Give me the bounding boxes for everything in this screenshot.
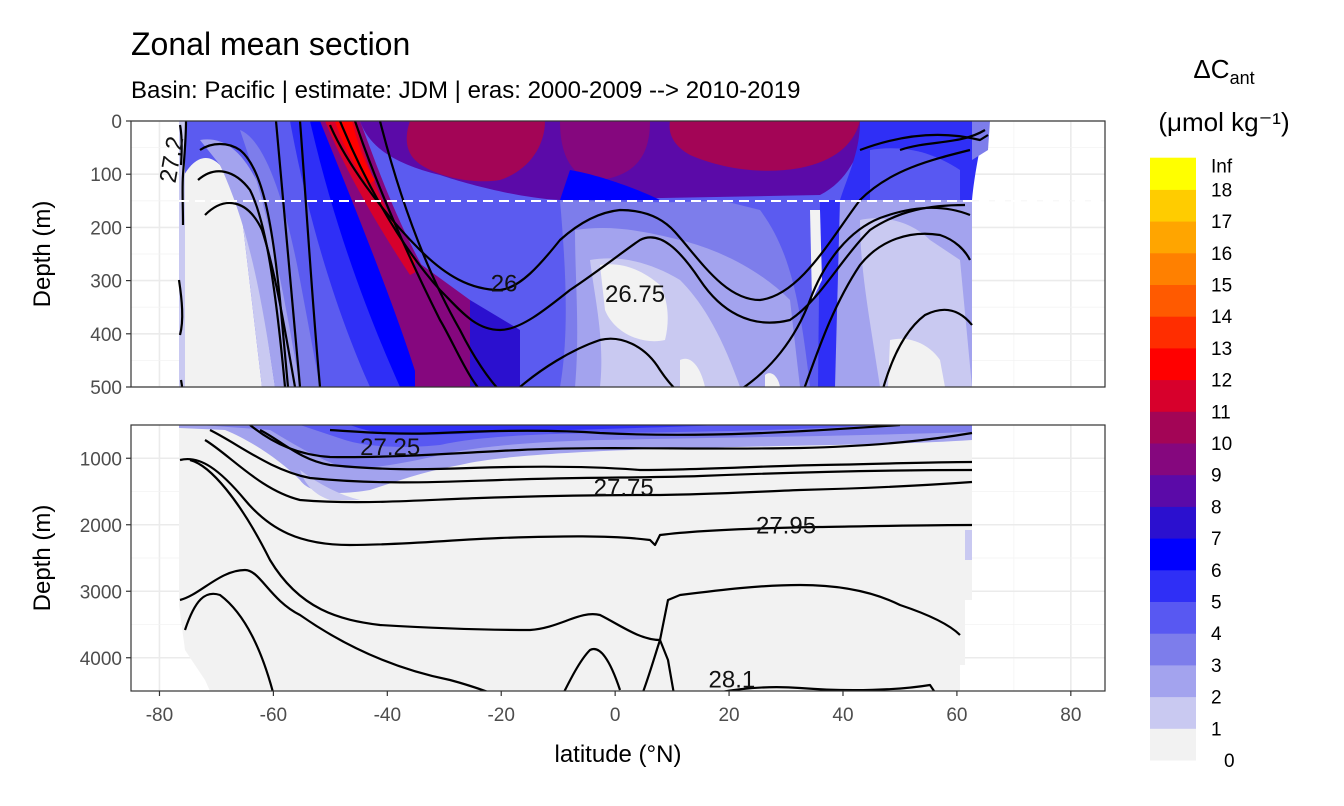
bottom-y-axis: 1000 2000 3000 4000 bbox=[80, 449, 131, 670]
x-tick-label: -20 bbox=[487, 705, 514, 726]
legend-key-swatch bbox=[1150, 506, 1196, 539]
legend-title-main: ΔC bbox=[1193, 54, 1229, 84]
legend-title: ΔCant bbox=[1193, 54, 1254, 88]
bottom-panel-field bbox=[179, 425, 973, 691]
legend-key-swatch bbox=[1150, 189, 1196, 222]
legend-key-label: 17 bbox=[1211, 212, 1232, 233]
top-panel-field bbox=[177, 121, 1105, 387]
y-tick-label: 400 bbox=[90, 325, 122, 346]
legend-title-subscript: ant bbox=[1230, 68, 1255, 88]
x-tick-label: 0 bbox=[610, 705, 621, 726]
y-tick-label: 4000 bbox=[80, 649, 122, 670]
legend-key-label: 15 bbox=[1211, 276, 1232, 297]
legend-key-label: 16 bbox=[1211, 244, 1232, 265]
x-axis-label: latitude (°N) bbox=[555, 741, 682, 768]
legend-key-swatch bbox=[1150, 601, 1196, 634]
legend-key-label: 2 bbox=[1211, 688, 1222, 709]
legend: ΔCant (μmol kg⁻¹) 0123456789101112131415… bbox=[1150, 54, 1290, 772]
legend-key-swatch bbox=[1150, 728, 1196, 761]
legend-key-label: 5 bbox=[1211, 593, 1222, 614]
legend-key-label: 10 bbox=[1211, 434, 1232, 455]
legend-key-label: 11 bbox=[1211, 402, 1231, 423]
legend-key-label: 0 bbox=[1224, 751, 1235, 772]
legend-key-label: 6 bbox=[1211, 561, 1222, 582]
y-tick-label: 3000 bbox=[80, 582, 122, 603]
legend-key-swatch bbox=[1150, 221, 1196, 254]
chart-title: Zonal mean section bbox=[131, 26, 410, 62]
contour-label: 27.75 bbox=[594, 475, 654, 502]
legend-key-label: Inf bbox=[1211, 157, 1233, 178]
y-tick-label: 100 bbox=[90, 165, 122, 186]
legend-key-swatch bbox=[1150, 696, 1196, 729]
legend-key-label: 4 bbox=[1211, 624, 1222, 645]
x-tick-label: 60 bbox=[946, 705, 967, 726]
legend-key-label: 9 bbox=[1211, 466, 1222, 487]
bottom-panel: 27.25 27.75 27.95 28.1 1000 2000 3000 4000 bbox=[80, 424, 1106, 694]
top-contours bbox=[177, 121, 989, 387]
legend-key-swatch bbox=[1150, 538, 1196, 571]
x-tick-label: -60 bbox=[260, 705, 287, 726]
legend-key-label: 3 bbox=[1211, 656, 1222, 677]
legend-key-label: 18 bbox=[1211, 180, 1232, 201]
legend-key-swatch bbox=[1150, 157, 1196, 190]
contour-label: 26.75 bbox=[605, 281, 665, 308]
legend-units: (μmol kg⁻¹) bbox=[1158, 107, 1289, 137]
legend-key-swatch bbox=[1150, 284, 1196, 317]
top-y-axis: 0 100 200 300 400 500 bbox=[90, 112, 131, 399]
y-tick-label: 0 bbox=[111, 112, 122, 133]
contour-label: 27.95 bbox=[756, 512, 816, 539]
y-tick-label: 500 bbox=[90, 378, 122, 399]
top-contour-labels: 27.226 26.75 bbox=[155, 134, 665, 308]
contour-label: 26 bbox=[491, 270, 518, 297]
legend-key-label: 12 bbox=[1211, 371, 1232, 392]
x-tick-label: 40 bbox=[832, 705, 853, 726]
legend-key-swatch bbox=[1150, 411, 1196, 444]
legend-key-label: 7 bbox=[1211, 529, 1222, 550]
legend-key-label: 14 bbox=[1211, 307, 1233, 328]
chart-subtitle: Basin: Pacific | estimate: JDM | eras: 2… bbox=[131, 77, 800, 104]
x-tick-label: 80 bbox=[1060, 705, 1081, 726]
legend-key-swatch bbox=[1150, 347, 1196, 381]
y-axis-label-top: Depth (m) bbox=[29, 201, 56, 308]
legend-key-swatch bbox=[1150, 252, 1196, 285]
contour-label: 27.25 bbox=[360, 434, 420, 461]
legend-key-swatch bbox=[1150, 569, 1196, 602]
legend-key-label: 8 bbox=[1211, 497, 1222, 518]
y-tick-label: 2000 bbox=[80, 516, 122, 537]
legend-key-swatch bbox=[1150, 443, 1196, 476]
legend-key-label: 13 bbox=[1211, 339, 1232, 360]
bottom-contour-labels: 27.25 27.75 27.95 28.1 bbox=[360, 434, 816, 694]
y-tick-label: 200 bbox=[90, 218, 122, 239]
legend-key-swatch bbox=[1150, 316, 1196, 349]
legend-key-swatch bbox=[1150, 664, 1196, 698]
y-tick-label: 1000 bbox=[80, 449, 122, 470]
x-axis: -80 -60 -40 -20 0 20 40 60 80 bbox=[146, 691, 1081, 726]
legend-key-swatch bbox=[1150, 474, 1196, 507]
bottom-contours bbox=[179, 425, 973, 691]
contour-label: 28.1 bbox=[709, 667, 756, 694]
x-tick-label: -80 bbox=[146, 705, 173, 726]
y-axis-label-bottom: Depth (m) bbox=[29, 505, 56, 612]
legend-key-label: 1 bbox=[1211, 719, 1222, 740]
y-tick-label: 300 bbox=[90, 272, 122, 293]
x-tick-label: 20 bbox=[718, 705, 739, 726]
legend-key-swatch bbox=[1150, 633, 1196, 666]
x-tick-label: -40 bbox=[374, 705, 401, 726]
legend-key-swatch bbox=[1150, 379, 1196, 412]
